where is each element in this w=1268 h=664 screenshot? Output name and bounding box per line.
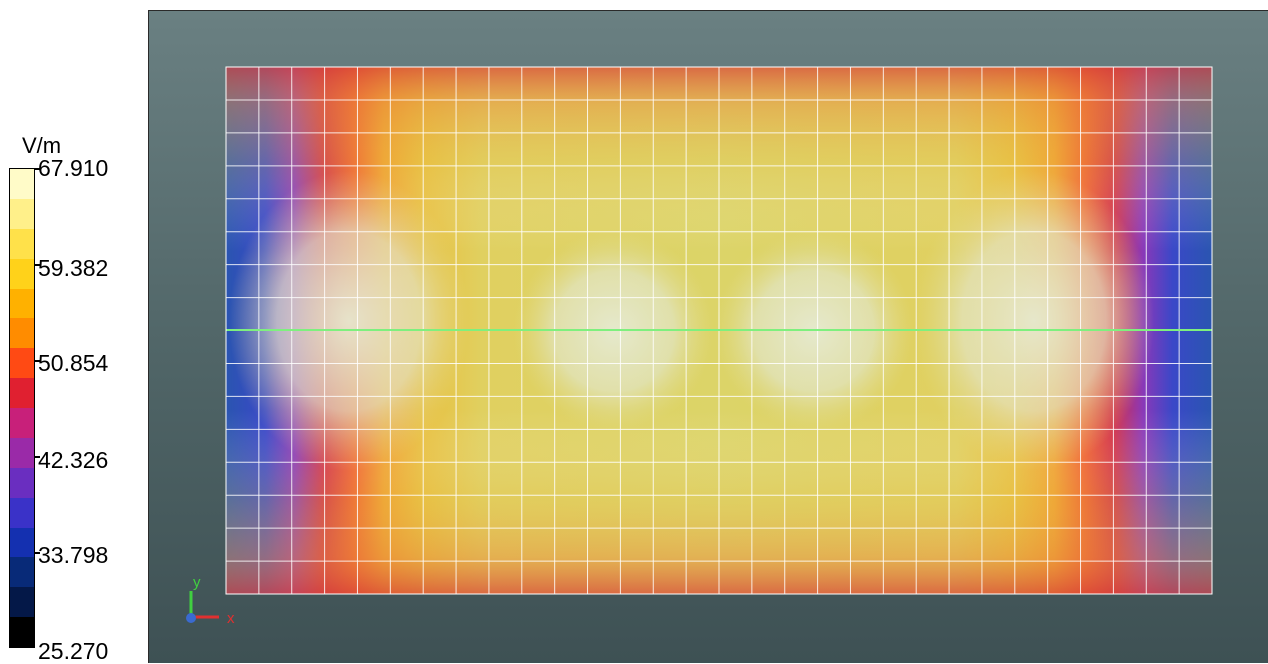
legend-tick xyxy=(35,360,40,362)
3d-viewport[interactable]: y x xyxy=(148,10,1268,663)
legend-swatch xyxy=(10,408,34,438)
legend-tick xyxy=(35,264,40,266)
legend-swatch xyxy=(10,557,34,588)
legend-swatch xyxy=(10,198,34,229)
legend-swatch xyxy=(10,527,34,558)
legend-swatch xyxy=(10,169,34,199)
legend-tick xyxy=(35,552,40,554)
legend-color-bar xyxy=(9,168,35,648)
legend-swatch xyxy=(10,288,34,319)
legend-swatch xyxy=(10,437,34,468)
legend-swatch xyxy=(10,467,34,498)
legend-swatch xyxy=(10,348,34,379)
color-legend: V/m 67.910 59.382 50.854 42.326 33.798 2… xyxy=(0,0,148,663)
plate-border xyxy=(225,66,1213,595)
legend-swatch xyxy=(10,617,34,647)
legend-swatch xyxy=(10,378,34,408)
legend-swatch xyxy=(10,497,34,528)
legend-swatch xyxy=(10,318,34,349)
z-axis-icon xyxy=(186,613,196,623)
axis-triad: y x xyxy=(186,574,235,627)
field-plot[interactable] xyxy=(149,11,1268,664)
legend-tick xyxy=(35,456,40,458)
legend-label-5: 33.798 xyxy=(38,542,109,568)
legend-tick xyxy=(35,168,40,170)
legend-swatch xyxy=(10,228,34,259)
x-axis-label: x xyxy=(227,610,235,627)
legend-unit-label: V/m xyxy=(22,133,62,158)
legend-label-3: 50.854 xyxy=(38,350,109,376)
y-axis-label: y xyxy=(193,574,201,591)
legend-label-4: 42.326 xyxy=(38,447,109,473)
legend-swatch xyxy=(10,587,34,618)
legend-label-max: 67.910 xyxy=(38,155,109,181)
legend-swatch xyxy=(10,258,34,289)
legend-label-2: 59.382 xyxy=(38,255,109,281)
legend-label-min: 25.270 xyxy=(38,638,109,664)
